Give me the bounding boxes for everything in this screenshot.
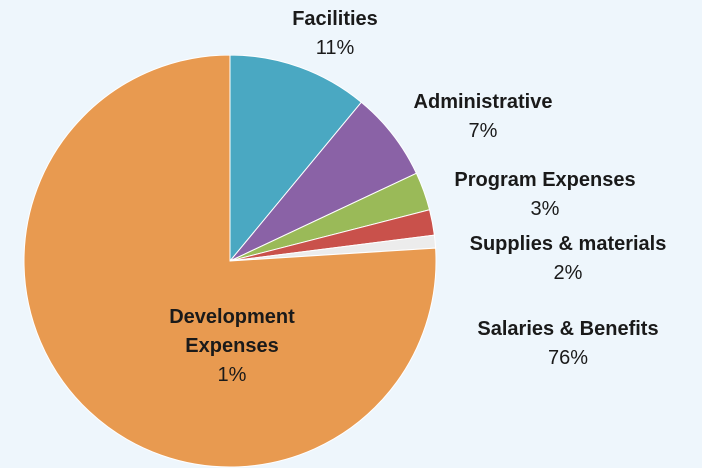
slice-value: 2% — [553, 262, 583, 284]
slice-label: Facilities 11% — [292, 5, 378, 63]
slice-value: 76% — [547, 347, 589, 369]
slice-label: Program Expenses 3% — [454, 166, 635, 224]
slice-label: Development Expenses 1% — [147, 303, 317, 390]
pie-slice — [23, 55, 437, 468]
pie-slice — [229, 55, 363, 263]
pie — [23, 55, 437, 468]
slice-label: Salaries & Benefits 76% — [477, 315, 658, 373]
slice-value: 3% — [530, 198, 560, 220]
slice-value: 1% — [217, 364, 247, 386]
slice-value: 7% — [468, 120, 498, 142]
slice-name: Program Expenses — [454, 169, 636, 191]
slice-label: Supplies & materials 2% — [470, 230, 667, 288]
slice-value: 11% — [315, 37, 355, 59]
slice-name: Administrative — [413, 91, 553, 113]
slice-name: Facilities — [292, 8, 378, 30]
slice-name: Salaries & Benefits — [477, 318, 659, 340]
slice-name: Development Expenses — [169, 306, 295, 357]
slice-name: Supplies & materials — [469, 233, 667, 255]
slice-label: Administrative 7% — [414, 88, 553, 146]
